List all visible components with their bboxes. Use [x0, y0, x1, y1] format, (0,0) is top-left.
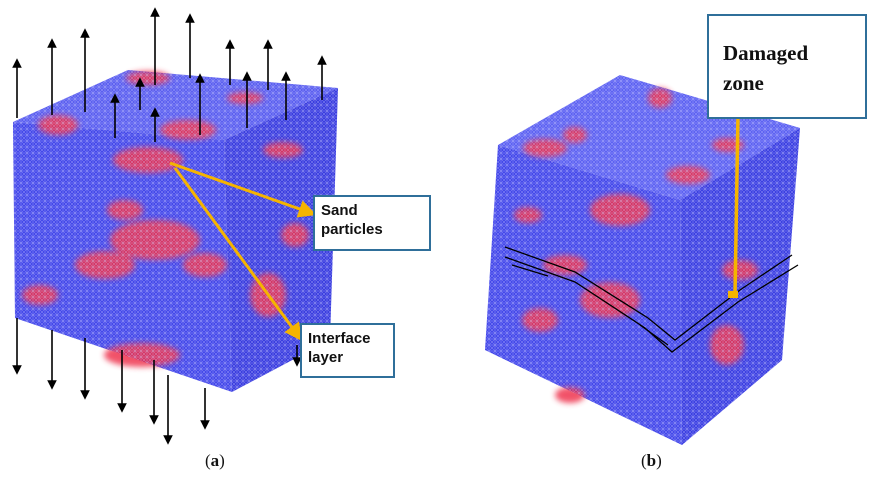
panel-b-cube — [485, 75, 800, 445]
callout-line: particles — [321, 221, 383, 238]
leader-line-b — [728, 114, 740, 298]
caption-close-paren: ) — [656, 451, 662, 470]
caption-letter: b — [646, 451, 657, 470]
sand-particles-callout: Sand particles — [313, 195, 431, 251]
callout-line: Interface — [308, 330, 371, 347]
damaged-zone-callout: Damaged zone — [707, 14, 867, 119]
caption-open-paren: ( — [641, 451, 647, 470]
caption-close-paren: ) — [219, 451, 225, 470]
panel-a-caption: (a) — [205, 451, 225, 471]
callout-line: Sand — [321, 202, 358, 219]
callout-line: layer — [308, 349, 344, 366]
callout-line: zone — [723, 71, 764, 95]
interface-layer-callout: Interface layer — [300, 323, 395, 378]
caption-open-paren: ( — [205, 451, 211, 470]
callout-line: Damaged — [723, 41, 809, 65]
panel-a-cube — [13, 70, 338, 392]
damaged-zone-lines — [504, 246, 799, 353]
caption-letter: a — [210, 451, 220, 470]
tension-arrows-up — [12, 7, 327, 142]
tension-arrows-down — [12, 318, 302, 445]
leader-lines-a — [169, 161, 317, 342]
panel-b-caption: (b) — [641, 451, 662, 471]
